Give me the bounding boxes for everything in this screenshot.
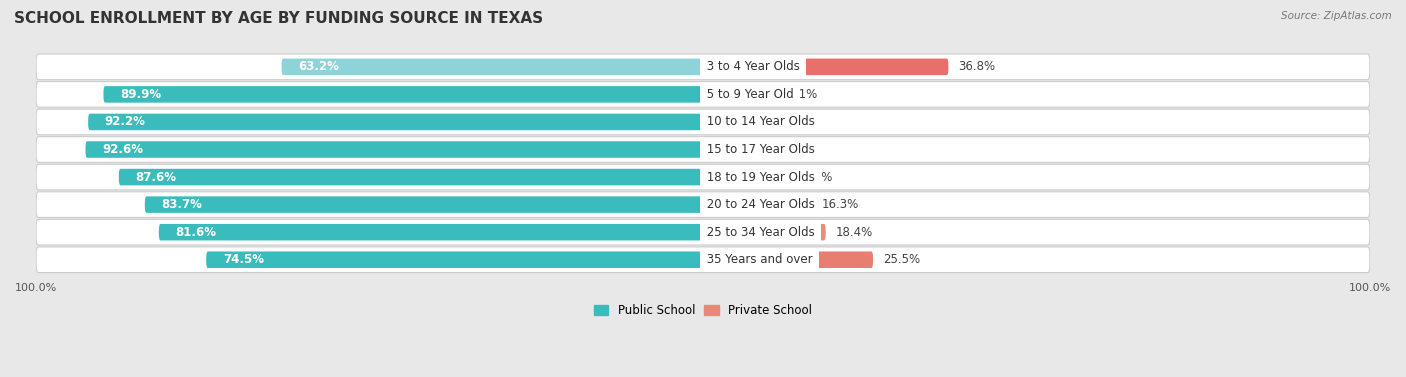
FancyBboxPatch shape (104, 86, 703, 103)
FancyBboxPatch shape (86, 141, 703, 158)
Text: 18 to 19 Year Olds: 18 to 19 Year Olds (703, 170, 818, 184)
Text: 7.4%: 7.4% (762, 143, 792, 156)
Text: 18.4%: 18.4% (835, 226, 873, 239)
Text: Source: ZipAtlas.com: Source: ZipAtlas.com (1281, 11, 1392, 21)
FancyBboxPatch shape (37, 219, 1369, 245)
Text: 87.6%: 87.6% (135, 170, 177, 184)
FancyBboxPatch shape (159, 224, 703, 241)
FancyBboxPatch shape (37, 54, 1369, 80)
Text: 10.1%: 10.1% (780, 88, 818, 101)
FancyBboxPatch shape (703, 196, 811, 213)
Text: 5 to 9 Year Old: 5 to 9 Year Old (703, 88, 797, 101)
Text: 25 to 34 Year Olds: 25 to 34 Year Olds (703, 226, 818, 239)
FancyBboxPatch shape (703, 114, 755, 130)
Text: 35 Years and over: 35 Years and over (703, 253, 817, 266)
Text: 92.2%: 92.2% (105, 115, 146, 129)
FancyBboxPatch shape (703, 141, 752, 158)
Text: 10 to 14 Year Olds: 10 to 14 Year Olds (703, 115, 818, 129)
Text: 63.2%: 63.2% (298, 60, 339, 74)
FancyBboxPatch shape (703, 224, 825, 241)
Text: 92.6%: 92.6% (103, 143, 143, 156)
FancyBboxPatch shape (703, 58, 949, 75)
Text: 3 to 4 Year Olds: 3 to 4 Year Olds (703, 60, 804, 74)
Text: 36.8%: 36.8% (959, 60, 995, 74)
Text: 81.6%: 81.6% (176, 226, 217, 239)
Text: 83.7%: 83.7% (162, 198, 202, 211)
FancyBboxPatch shape (703, 251, 873, 268)
Text: 7.9%: 7.9% (766, 115, 796, 129)
FancyBboxPatch shape (281, 58, 703, 75)
Text: 25.5%: 25.5% (883, 253, 920, 266)
FancyBboxPatch shape (37, 164, 1369, 190)
FancyBboxPatch shape (37, 247, 1369, 273)
FancyBboxPatch shape (703, 169, 786, 185)
Legend: Public School, Private School: Public School, Private School (589, 300, 817, 322)
Text: 15 to 17 Year Olds: 15 to 17 Year Olds (703, 143, 818, 156)
FancyBboxPatch shape (89, 114, 703, 130)
FancyBboxPatch shape (207, 251, 703, 268)
Text: 74.5%: 74.5% (222, 253, 264, 266)
Text: 89.9%: 89.9% (120, 88, 162, 101)
Text: 12.4%: 12.4% (796, 170, 834, 184)
FancyBboxPatch shape (703, 86, 770, 103)
FancyBboxPatch shape (120, 169, 703, 185)
FancyBboxPatch shape (145, 196, 703, 213)
FancyBboxPatch shape (37, 109, 1369, 135)
FancyBboxPatch shape (37, 192, 1369, 218)
Text: 16.3%: 16.3% (821, 198, 859, 211)
Text: SCHOOL ENROLLMENT BY AGE BY FUNDING SOURCE IN TEXAS: SCHOOL ENROLLMENT BY AGE BY FUNDING SOUR… (14, 11, 543, 26)
Text: 20 to 24 Year Olds: 20 to 24 Year Olds (703, 198, 818, 211)
FancyBboxPatch shape (37, 137, 1369, 162)
FancyBboxPatch shape (37, 81, 1369, 107)
